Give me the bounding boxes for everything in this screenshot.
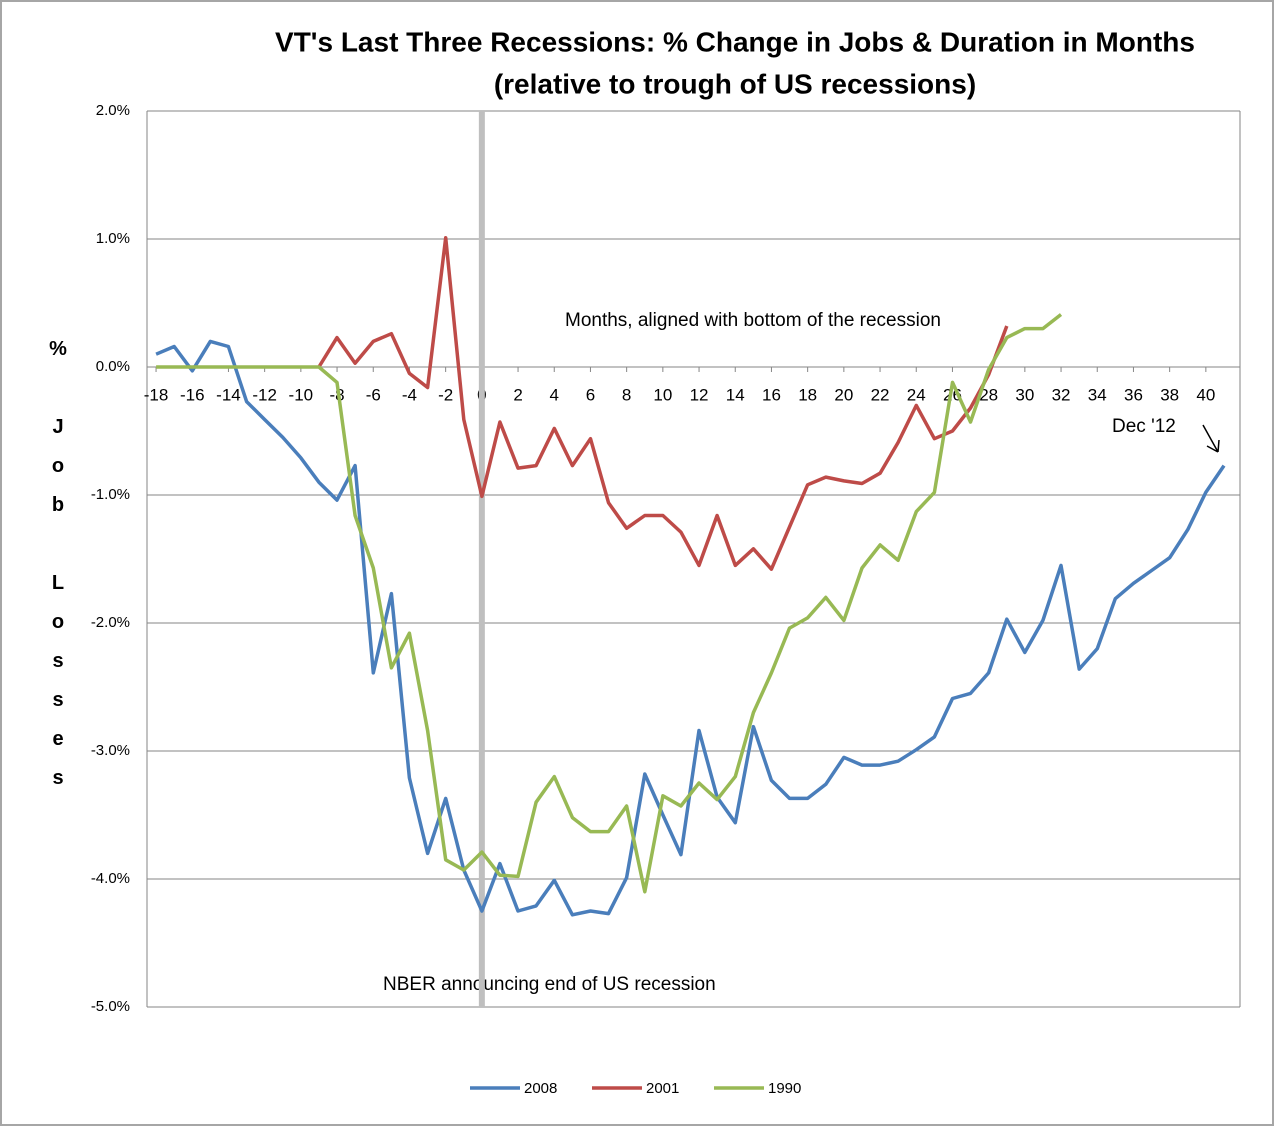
x-tick-label: 24 [907,385,926,404]
chart-subtitle: (relative to trough of US recessions) [494,68,976,99]
y-tick-label: 2.0% [96,102,130,119]
chart-title: VT's Last Three Recessions: % Change in … [275,26,1195,57]
x-tick-label: 38 [1160,385,1179,404]
x-tick-label: 6 [586,385,595,404]
x-tick-label: 34 [1088,385,1107,404]
x-tick-label: -2 [438,385,453,404]
annotation-arrow [1202,424,1220,453]
x-tick-label: 32 [1052,385,1071,404]
x-tick-label: 16 [762,385,781,404]
legend-label: 2001 [646,1080,679,1097]
x-tick-label: 28 [979,385,998,404]
x-tick-label: 40 [1196,385,1215,404]
y-tick-label: 1.0% [96,230,130,247]
annotation: Months, aligned with bottom of the reces… [565,310,941,331]
x-tick-label: 18 [798,385,817,404]
x-tick-label: -10 [289,385,314,404]
series-line [156,313,1063,894]
x-tick-label: -16 [180,385,205,404]
legend-label: 2008 [524,1080,557,1097]
y-tick-label: -4.0% [91,870,130,887]
x-tick-label: 10 [653,385,672,404]
x-tick-label: -14 [216,385,241,404]
x-tick-label: -6 [366,385,381,404]
x-tick-label: -4 [402,385,417,404]
annotation: NBER announcing end of US recession [383,974,716,995]
x-tick-label: 30 [1015,385,1034,404]
x-tick-label: 4 [550,385,559,404]
y-tick-label: -1.0% [91,486,130,503]
x-tick-label: 8 [622,385,631,404]
x-tick-label: -18 [144,385,169,404]
x-tick-label: 12 [690,385,709,404]
x-tick-label: 36 [1124,385,1143,404]
legend-label: 1990 [768,1080,801,1097]
annotation: Dec '12 [1112,416,1176,437]
x-tick-label: 22 [871,385,890,404]
y-tick-label: -3.0% [91,742,130,759]
x-tick-label: 14 [726,385,745,404]
x-tick-label: 20 [834,385,853,404]
series-line [317,235,1009,571]
y-tick-label: 0.0% [96,358,130,375]
y-tick-label: -5.0% [91,998,130,1015]
x-tick-label: 2 [513,385,522,404]
y-tick-label: -2.0% [91,614,130,631]
x-tick-label: -12 [252,385,277,404]
